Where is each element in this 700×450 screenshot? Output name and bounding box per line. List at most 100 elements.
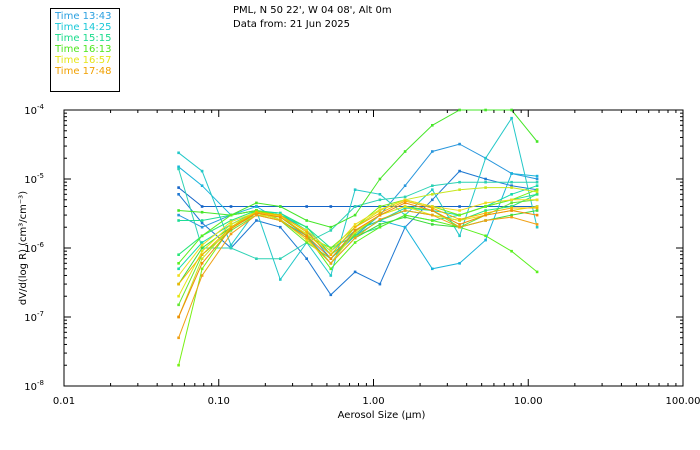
data-point-s8-14 (510, 205, 513, 208)
data-point-s20-3 (229, 225, 233, 229)
data-point-s18-11 (431, 213, 434, 217)
data-point-s12-14 (510, 213, 513, 217)
data-point-s19-7 (329, 257, 333, 260)
data-point-s5-14 (510, 116, 513, 120)
data-point-s11-13 (484, 234, 487, 238)
y-tick-label: 10-8 (24, 379, 44, 393)
data-point-s3-15 (535, 177, 539, 181)
data-point-s5-3 (229, 243, 233, 247)
data-point-s17-7 (329, 249, 333, 253)
data-point-s20-10 (403, 199, 407, 203)
data-point-s4-4 (255, 205, 258, 208)
data-point-s4-13 (484, 238, 487, 242)
data-point-s12-11 (431, 223, 434, 226)
data-point-s6-11 (431, 184, 434, 187)
data-point-s18-10 (403, 209, 407, 212)
data-point-s8-8 (353, 234, 357, 238)
data-point-s10-9 (378, 177, 382, 181)
data-point-s5-1 (177, 151, 180, 155)
data-point-s10-10 (403, 150, 407, 153)
data-point-s20-7 (329, 253, 333, 256)
data-point-s20-12 (458, 218, 461, 221)
data-point-s3-12 (458, 142, 461, 146)
data-point-s14-15 (535, 188, 539, 191)
data-point-s9-5 (279, 211, 282, 215)
data-point-s10-4 (255, 201, 258, 205)
chart-location-title: PML, N 50 22', W 04 08', Alt 0m (233, 5, 392, 16)
legend-entry-2: Time 14:25 (55, 22, 112, 33)
data-point-s20-5 (279, 213, 282, 217)
series-line-10 (178, 109, 538, 228)
data-point-s3-1 (177, 213, 180, 217)
data-point-s14-13 (484, 205, 487, 208)
data-point-s4-10 (403, 225, 407, 229)
data-point-s20-6 (305, 230, 308, 234)
data-point-s11-10 (403, 213, 407, 217)
y-tick-label: 10-5 (24, 172, 44, 186)
data-point-s3-10 (403, 184, 407, 187)
data-point-s2-4 (255, 219, 258, 222)
data-point-s16-1 (177, 294, 180, 298)
data-point-s15-6 (305, 232, 308, 236)
data-point-s6-1 (177, 167, 180, 171)
data-point-s18-12 (458, 225, 461, 229)
data-point-s20-2 (200, 253, 204, 256)
data-point-s9-2 (200, 241, 204, 244)
data-point-s19-9 (378, 213, 382, 217)
data-point-s9-10 (403, 206, 407, 210)
data-point-s13-6 (305, 241, 308, 244)
data-point-s15-15 (535, 190, 539, 194)
data-point-s2-12 (458, 169, 461, 173)
data-point-s18-3 (229, 232, 233, 236)
data-point-s1-6 (305, 205, 308, 208)
data-point-s18-4 (255, 213, 258, 217)
data-point-s2-1 (177, 193, 180, 196)
data-point-s6-4 (255, 257, 258, 260)
data-point-s2-6 (305, 257, 308, 260)
data-point-s15-2 (200, 257, 204, 260)
data-point-s9-1 (177, 267, 180, 271)
data-point-s11-1 (177, 262, 180, 265)
legend-entry-6: Time 17:48 (55, 66, 112, 77)
data-point-s1-12 (458, 205, 461, 208)
data-point-s15-11 (431, 193, 434, 196)
data-point-s6-15 (535, 180, 539, 184)
data-point-s16-8 (353, 230, 357, 234)
data-point-s16-2 (200, 249, 204, 253)
data-point-s19-15 (535, 213, 539, 217)
data-point-s14-9 (378, 205, 382, 208)
data-point-s18-1 (177, 336, 180, 340)
data-point-s17-15 (535, 198, 539, 202)
data-point-s5-2 (200, 169, 204, 173)
data-point-s8-6 (305, 225, 308, 229)
data-point-s15-13 (484, 186, 487, 189)
data-point-s18-6 (305, 236, 308, 240)
data-point-s10-13 (484, 108, 487, 112)
x-axis-title: Aerosol Size (μm) (338, 410, 426, 421)
data-point-s5-5 (279, 278, 282, 281)
data-point-s12-9 (378, 223, 382, 226)
data-point-s6-7 (329, 229, 333, 232)
data-point-s17-13 (484, 201, 487, 205)
data-point-s14-7 (329, 246, 333, 250)
data-point-s5-12 (458, 234, 461, 238)
data-point-s10-11 (431, 124, 434, 127)
data-point-s19-10 (403, 201, 407, 205)
data-point-s11-15 (535, 270, 539, 274)
data-point-s12-15 (535, 209, 539, 212)
data-point-s7-1 (177, 219, 180, 222)
data-point-s16-3 (229, 223, 233, 226)
data-point-s2-11 (431, 198, 434, 202)
data-point-s6-13 (484, 180, 487, 184)
data-point-s19-3 (229, 227, 233, 231)
legend-entry-3: Time 15:15 (55, 33, 112, 44)
series-line-5 (178, 116, 538, 281)
data-point-s17-12 (458, 209, 461, 212)
data-point-s8-15 (535, 193, 539, 196)
data-point-s8-1 (177, 253, 180, 256)
data-point-s11-14 (510, 249, 513, 253)
data-point-s1-7 (329, 205, 333, 208)
x-tick-label: 0.01 (53, 396, 75, 407)
data-point-s7-2 (200, 219, 204, 222)
y-axis-title: dV/d(log R) (cm³/cm⁻³) (18, 191, 29, 305)
